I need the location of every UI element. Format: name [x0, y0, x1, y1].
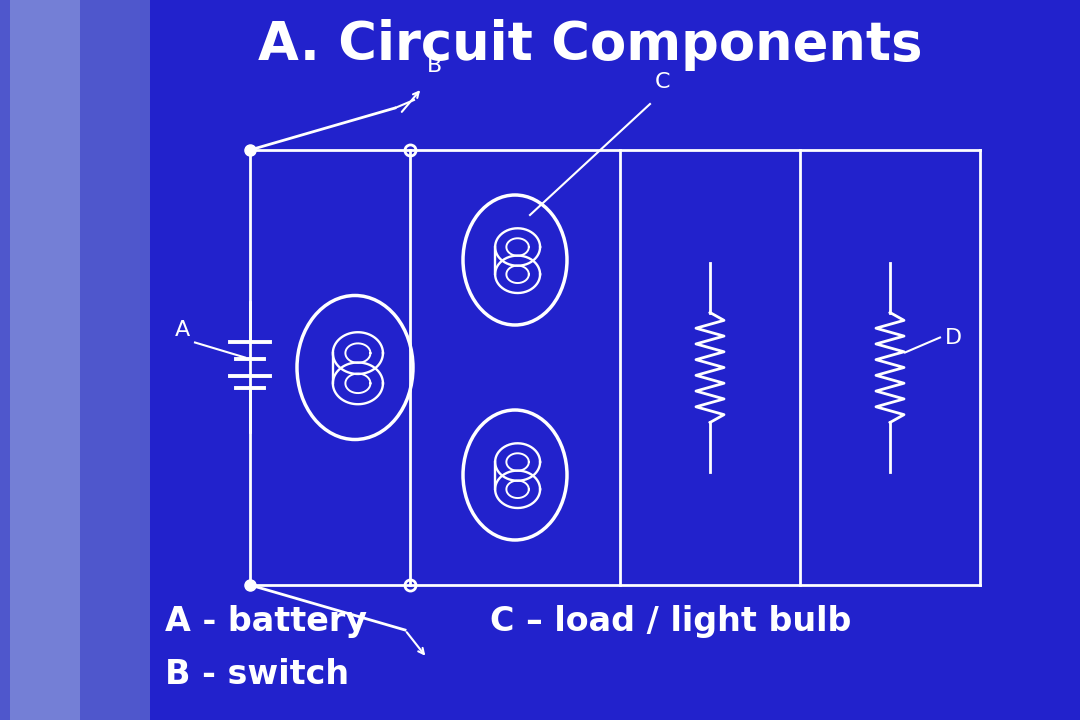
- Text: C – load / light bulb: C – load / light bulb: [490, 605, 851, 638]
- Bar: [10, 0, 80, 720]
- Text: B - switch: B - switch: [165, 658, 349, 691]
- Text: A. Circuit Components: A. Circuit Components: [258, 19, 922, 71]
- Text: A: A: [175, 320, 190, 340]
- Bar: [0, 0, 150, 720]
- Text: C: C: [654, 72, 671, 92]
- Text: B: B: [427, 56, 442, 76]
- Text: A - battery: A - battery: [165, 605, 367, 638]
- Text: D: D: [945, 328, 962, 348]
